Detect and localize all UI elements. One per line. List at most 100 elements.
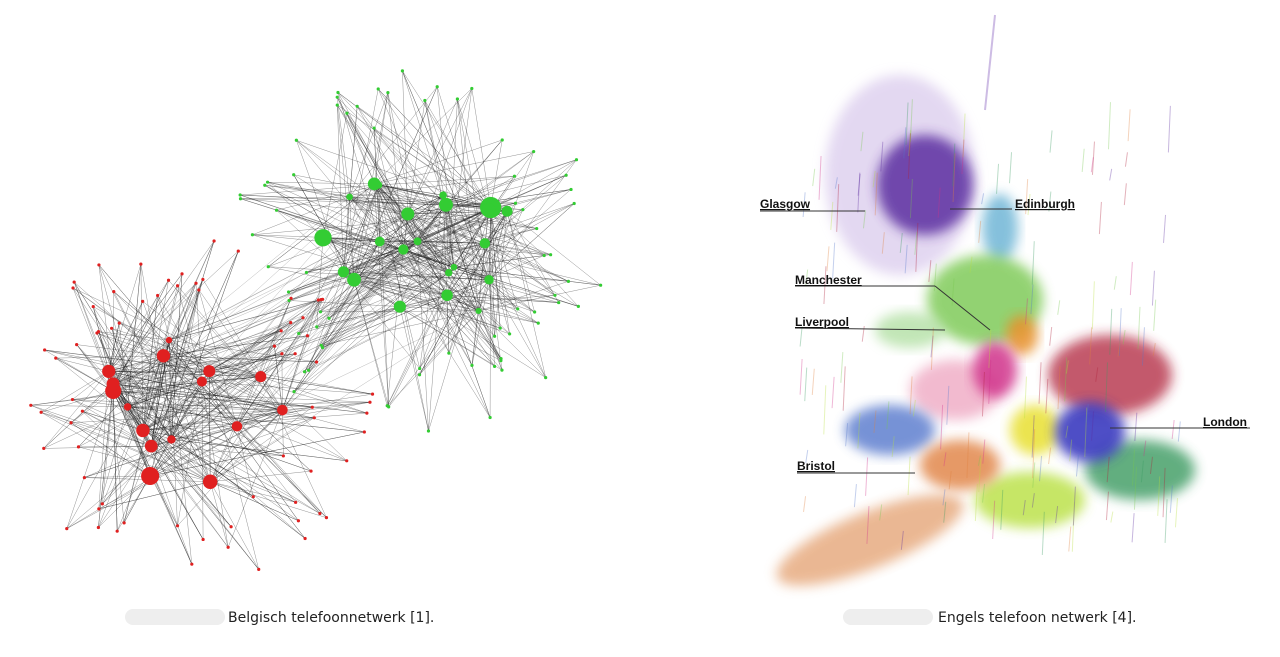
- streak: [1107, 102, 1111, 150]
- streak: [886, 401, 890, 430]
- node: [439, 191, 447, 200]
- caption: Engels telefoon netwerk [4].: [938, 610, 1136, 626]
- streak: [874, 172, 878, 216]
- node: [569, 187, 573, 192]
- node: [372, 126, 376, 130]
- node: [96, 525, 100, 530]
- node: [156, 349, 171, 363]
- node: [386, 91, 390, 95]
- node: [156, 293, 160, 298]
- streak: [962, 113, 966, 158]
- streak: [930, 335, 934, 358]
- streak: [1133, 466, 1137, 510]
- node: [277, 404, 288, 416]
- streak: [914, 231, 918, 255]
- node: [549, 253, 553, 257]
- node: [141, 299, 145, 303]
- streak: [905, 102, 909, 145]
- caption: Belgisch telefoonnetwerk [1].: [228, 610, 434, 626]
- node: [470, 363, 474, 367]
- streak: [857, 412, 861, 449]
- streak: [1025, 179, 1029, 215]
- map-label: Manchester: [795, 273, 862, 287]
- node: [229, 525, 233, 529]
- node: [96, 329, 101, 334]
- node: [106, 377, 120, 391]
- streak: [805, 449, 809, 464]
- streak: [1137, 306, 1141, 350]
- streak: [1113, 276, 1117, 290]
- node: [287, 298, 291, 303]
- streak: [940, 404, 944, 450]
- streak: [1162, 467, 1166, 518]
- node: [499, 359, 503, 363]
- streak: [1095, 367, 1099, 382]
- streak: [907, 456, 911, 496]
- streak: [899, 233, 903, 253]
- node: [479, 238, 491, 249]
- node: [345, 459, 349, 463]
- streak: [930, 327, 934, 370]
- node: [141, 466, 160, 486]
- node: [310, 405, 314, 409]
- streak: [1129, 261, 1133, 296]
- streak: [1032, 429, 1036, 479]
- streak: [952, 143, 956, 187]
- node: [286, 290, 291, 294]
- streak: [981, 372, 985, 417]
- streak: [1065, 360, 1069, 374]
- node: [165, 336, 173, 344]
- node: [166, 278, 171, 282]
- streak: [1105, 491, 1109, 521]
- streak: [804, 367, 808, 402]
- node: [29, 403, 33, 407]
- streak: [1124, 152, 1128, 167]
- node: [327, 316, 331, 320]
- node: [312, 416, 316, 420]
- streak: [1117, 340, 1121, 357]
- node: [318, 310, 323, 314]
- node: [201, 537, 205, 542]
- node: [72, 280, 76, 284]
- node: [444, 268, 453, 277]
- streak: [1106, 456, 1110, 483]
- node: [304, 270, 309, 275]
- region: [982, 194, 1018, 262]
- node: [335, 95, 339, 99]
- streak: [1157, 476, 1161, 516]
- streak: [1023, 376, 1027, 419]
- streak: [1089, 327, 1093, 365]
- streak: [981, 193, 985, 205]
- streak: [1109, 308, 1113, 355]
- streak: [988, 329, 992, 368]
- streak: [977, 455, 981, 466]
- node: [367, 177, 381, 191]
- region: [973, 342, 1017, 398]
- node: [488, 415, 492, 420]
- streak: [1045, 378, 1049, 414]
- streak: [1169, 485, 1173, 513]
- node: [115, 529, 119, 533]
- region: [1010, 405, 1060, 455]
- node: [196, 376, 207, 387]
- streak: [1127, 109, 1131, 142]
- node: [566, 279, 571, 283]
- node: [194, 281, 198, 285]
- node: [441, 289, 453, 302]
- node: [438, 197, 453, 212]
- node: [280, 352, 284, 356]
- node: [236, 249, 240, 253]
- node: [362, 430, 366, 434]
- node: [501, 205, 513, 217]
- region: [1085, 440, 1195, 500]
- streak: [961, 139, 965, 175]
- streak: [943, 452, 947, 467]
- node: [294, 500, 298, 504]
- node: [557, 300, 561, 305]
- streak: [988, 359, 992, 404]
- node: [346, 193, 353, 201]
- node: [572, 201, 576, 206]
- streak: [1143, 440, 1147, 457]
- node: [251, 495, 255, 499]
- streak: [1091, 141, 1095, 175]
